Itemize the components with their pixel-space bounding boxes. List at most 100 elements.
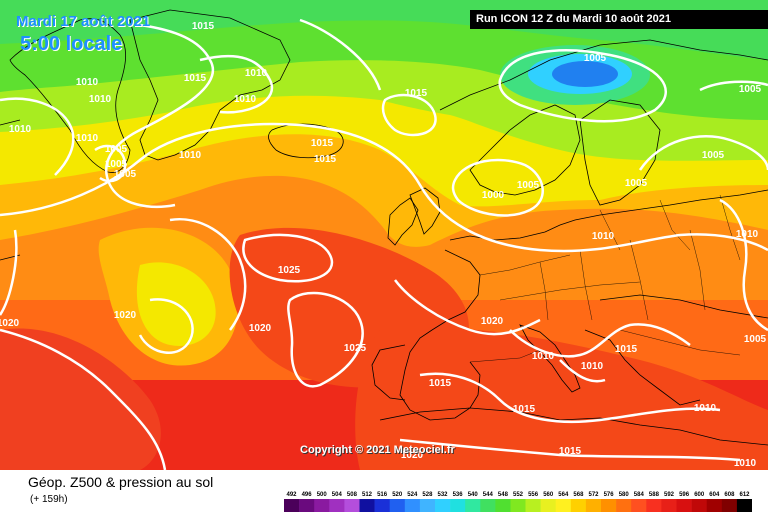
isobar-label: 1015 (513, 404, 536, 415)
colour-legend: 492 496 500 504 508 512 516 520 524 528 532 536 540 5… (284, 492, 752, 512)
isobar-label: 1010 (532, 351, 555, 362)
isobar-label: 1010 (581, 361, 604, 372)
legend-swatch (616, 499, 632, 512)
isobar-label: 1025 (278, 265, 301, 276)
coastlines (0, 9, 768, 446)
isobar-label: 1025 (344, 343, 367, 354)
isobar-label: 1015 (405, 88, 428, 99)
legend-tick-label: 604 (709, 492, 720, 498)
isobar-label: 1005 (744, 334, 767, 345)
isobar-label: 1015 (192, 21, 215, 32)
legend-swatch (314, 499, 330, 512)
legend-tick-label: 500 (317, 492, 328, 498)
isobar-label: 1010 (9, 124, 32, 135)
legend-swatch (450, 499, 466, 512)
legend-tick-label: 572 (588, 492, 599, 498)
isobar-label: 1010 (76, 77, 99, 88)
isobar-label: 1005 (114, 169, 137, 180)
model-run-banner: Run ICON 12 Z du Mardi 10 août 2021 (470, 10, 768, 29)
legend-swatch (389, 499, 406, 512)
isobar-label: 1010 (89, 94, 112, 105)
legend-tick-label: 592 (664, 492, 675, 498)
isobar-label: 1015 (615, 344, 638, 355)
isobar-label: 1015 (311, 138, 334, 149)
legend-tick-label: 524 (407, 492, 418, 498)
country-borders (469, 194, 741, 363)
isobar-label: 1015 (184, 73, 207, 84)
isobar-label: 1015 (314, 154, 337, 165)
legend-swatch (661, 499, 677, 512)
legend-swatch (525, 499, 541, 512)
legend-tick-label: 548 (498, 492, 509, 498)
isobar-label: 1020 (0, 318, 20, 329)
isobar-label: 1020 (401, 450, 424, 461)
isobar-label: 1005 (739, 84, 762, 95)
legend-tick-label: 584 (634, 492, 645, 498)
legend-tick-label: 608 (724, 492, 735, 498)
legend-tick-label: 508 (347, 492, 358, 498)
isobar-label: 1015 (559, 446, 582, 457)
legend-tick-label: 532 (437, 492, 448, 498)
legend-swatch (721, 499, 738, 512)
legend-swatch (510, 499, 526, 512)
isobar-label: 1010 (234, 94, 257, 105)
legend-tick-label: 568 (573, 492, 584, 498)
legend-swatch (299, 499, 315, 512)
isobar-label: 1005 (584, 53, 607, 64)
isobar-label: 1010 (245, 68, 268, 79)
isobar-labels: 1015 1010 1010 1010 1010 1005 1005 1005 … (0, 21, 767, 469)
isobar-label: 1005 (625, 178, 648, 189)
legend-swatch (404, 499, 421, 512)
isobar-label: 1010 (76, 133, 99, 144)
isobar-label: 1010 (736, 229, 759, 240)
legend-tick-label: 552 (513, 492, 524, 498)
legend-tick-label: 512 (362, 492, 373, 498)
legend-swatch (691, 499, 707, 512)
legend-swatch (465, 499, 481, 512)
legend-tick-label: 580 (619, 492, 630, 498)
legend-tick-label: 576 (604, 492, 615, 498)
chart-parameter-title: Géop. Z500 & pression au sol (28, 474, 214, 490)
legend-swatch (374, 499, 390, 512)
legend-tick-label: 560 (543, 492, 554, 498)
isobar-label: 1020 (114, 310, 137, 321)
forecast-time: 5:00 locale (20, 33, 123, 55)
forecast-hour: (+ 159h) (30, 494, 68, 505)
isobars (0, 18, 768, 470)
legend-tick-label: 536 (453, 492, 464, 498)
legend-tick-label: 544 (483, 492, 494, 498)
legend-swatch (585, 499, 602, 512)
legend-swatch (284, 499, 300, 512)
isobar-label: 1005 (105, 144, 128, 155)
legend-swatch (646, 499, 662, 512)
isobar-label: 1020 (249, 323, 272, 334)
legend-swatch (706, 499, 723, 512)
legend-tick-label: 596 (679, 492, 690, 498)
legend-swatch (480, 499, 496, 512)
legend-swatch (631, 499, 647, 512)
legend-tick-label: 504 (332, 492, 343, 498)
isobar-label: 1005 (517, 180, 540, 191)
legend-tick-label: 492 (286, 492, 297, 498)
legend-tick-label: 540 (468, 492, 479, 498)
forecast-date: Mardi 17 août 2021 (16, 13, 151, 30)
legend-tick-label: 588 (649, 492, 660, 498)
legend-tick-label: 600 (694, 492, 705, 498)
legend-ticks: 492 496 500 504 508 512 516 520 524 528 532 536 540 5… (286, 492, 750, 498)
legend-tick-label: 564 (558, 492, 569, 498)
legend-swatch (555, 499, 572, 512)
isobar-label: 1020 (481, 316, 504, 327)
isobar-label: 1010 (179, 150, 202, 161)
isobar-label: 1005 (105, 159, 128, 170)
weather-map: 1015 1010 1010 1010 1010 1005 1005 1005 … (0, 0, 768, 470)
legend-tick-label: 556 (528, 492, 539, 498)
legend-swatch (344, 499, 360, 512)
legend-tick-label: 612 (739, 492, 750, 498)
legend-swatch (495, 499, 511, 512)
legend-swatches (284, 499, 752, 512)
legend-swatch (419, 499, 436, 512)
legend-tick-label: 516 (377, 492, 388, 498)
legend-swatch (540, 499, 556, 512)
legend-swatch (601, 499, 617, 512)
